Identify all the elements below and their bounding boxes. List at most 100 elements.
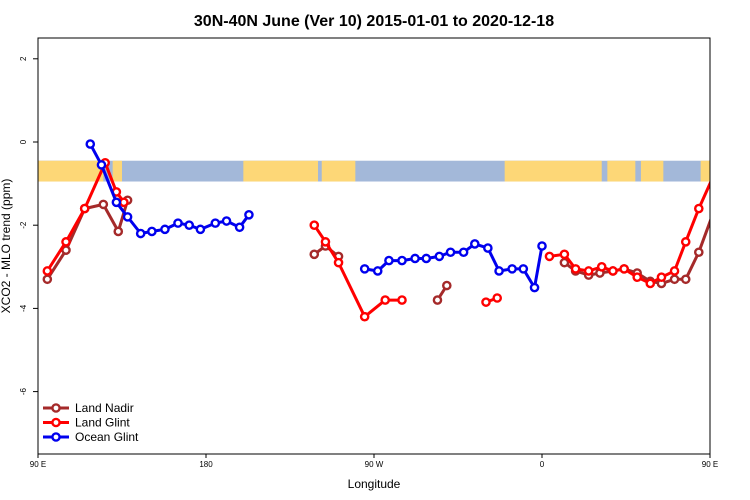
data-point xyxy=(481,297,491,307)
data-point xyxy=(694,203,704,214)
y-axis-label: XCO2 - MLO trend (ppm) xyxy=(0,179,13,314)
x-tick-label: 90 W xyxy=(365,460,384,469)
chart-title: 30N-40N June (Ver 10) 2015-01-01 to 2020… xyxy=(194,13,554,30)
data-point xyxy=(494,266,504,276)
data-point xyxy=(716,159,723,166)
data-point xyxy=(441,280,452,291)
data-point xyxy=(559,249,570,260)
data-point xyxy=(731,203,738,210)
y-tick-label: 0 xyxy=(19,139,28,144)
data-point xyxy=(421,253,432,264)
data-point xyxy=(42,266,53,276)
data-point xyxy=(372,266,383,276)
data-point xyxy=(173,218,183,228)
series-land-nadir xyxy=(42,195,738,305)
data-point xyxy=(712,203,719,210)
land-patch xyxy=(321,160,356,182)
data-point xyxy=(320,237,331,247)
series-layer xyxy=(42,139,741,322)
legend-label: Ocean Glint xyxy=(75,430,139,444)
data-point xyxy=(570,264,581,274)
data-point xyxy=(98,199,109,210)
data-point xyxy=(669,266,680,276)
x-tick-label: 0 xyxy=(540,460,545,469)
data-point xyxy=(113,226,124,237)
data-point xyxy=(160,224,170,235)
series-land-glint xyxy=(42,157,741,322)
data-point xyxy=(619,264,629,274)
data-point xyxy=(469,239,480,249)
data-point xyxy=(694,247,704,258)
land-patch xyxy=(640,160,664,182)
data-point xyxy=(359,264,370,274)
plot-frame xyxy=(37,37,711,455)
data-point xyxy=(507,264,517,274)
data-point xyxy=(147,226,157,237)
data-point xyxy=(432,295,443,305)
data-point xyxy=(544,251,555,262)
data-point xyxy=(221,216,232,226)
data-point xyxy=(309,220,320,230)
legend-marker xyxy=(51,432,61,442)
data-point xyxy=(529,282,540,293)
data-point xyxy=(410,253,420,264)
x-tick-label: 180 xyxy=(199,460,213,469)
x-tick-label: 90 E xyxy=(30,460,46,469)
data-point xyxy=(434,251,445,262)
land-patch xyxy=(243,160,318,182)
data-point xyxy=(397,295,407,305)
data-point xyxy=(61,237,71,247)
data-point xyxy=(734,199,741,206)
legend-label: Land Glint xyxy=(75,416,130,430)
data-point xyxy=(309,249,320,260)
data-point xyxy=(244,209,254,220)
data-point xyxy=(397,255,407,266)
series-line xyxy=(549,179,710,285)
series-ocean-glint xyxy=(85,139,547,293)
legend-marker xyxy=(51,417,61,428)
land-patch xyxy=(700,160,710,182)
land-patch xyxy=(504,160,602,182)
data-point xyxy=(680,274,691,285)
data-point xyxy=(583,266,594,276)
legend-marker xyxy=(51,403,61,413)
data-point xyxy=(359,311,370,322)
y-tick-label: 2 xyxy=(19,56,28,61)
data-point xyxy=(333,257,344,268)
y-tick-label: -4 xyxy=(19,304,28,312)
data-point xyxy=(458,247,469,258)
data-point xyxy=(656,272,667,283)
data-point xyxy=(680,237,691,247)
data-point xyxy=(596,261,607,272)
data-point xyxy=(492,293,503,303)
data-point xyxy=(195,224,206,235)
data-point xyxy=(85,139,96,149)
data-point xyxy=(608,266,618,276)
data-point xyxy=(384,255,394,266)
data-point xyxy=(184,220,194,230)
data-point xyxy=(210,218,221,228)
legend-label: Land Nadir xyxy=(75,401,134,415)
data-point xyxy=(483,243,493,253)
data-point xyxy=(518,264,529,274)
y-axis: 2 0 -2 -4 -6 xyxy=(19,56,38,395)
data-point xyxy=(42,274,53,285)
data-point xyxy=(234,222,245,233)
data-point xyxy=(559,257,570,268)
data-point xyxy=(632,272,643,283)
data-point xyxy=(669,274,680,285)
data-point xyxy=(96,160,107,170)
land-patch xyxy=(607,160,636,182)
data-point xyxy=(135,228,146,239)
land-ocean-band xyxy=(38,160,710,182)
data-point xyxy=(729,190,736,197)
x-axis-label: Longitude xyxy=(348,477,401,491)
land-patch xyxy=(112,160,122,182)
data-point xyxy=(119,197,129,208)
series-line xyxy=(364,242,544,290)
data-point xyxy=(537,241,547,251)
land-patch xyxy=(38,160,104,182)
